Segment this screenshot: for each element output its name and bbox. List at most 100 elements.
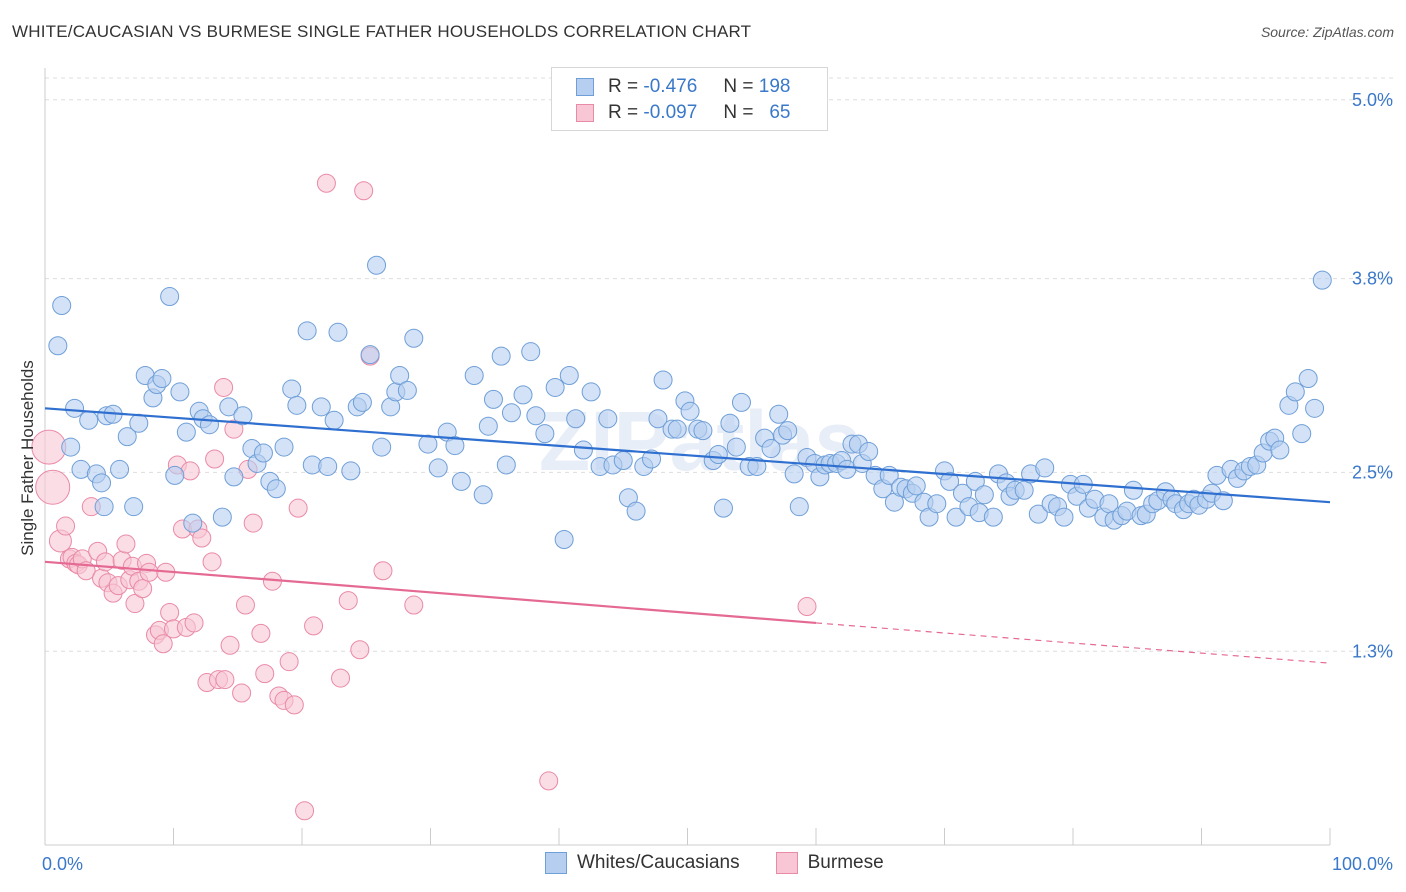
whites-point <box>79 410 99 430</box>
whites-point <box>253 443 273 463</box>
burmese-point <box>404 595 424 615</box>
burmese-point <box>214 377 234 397</box>
whites-legend-label: Whites/Caucasians <box>577 852 740 873</box>
whites-point <box>778 421 798 441</box>
burmese-point <box>373 561 393 581</box>
burmese-point <box>251 623 271 643</box>
whites-point <box>478 416 498 436</box>
whites-point <box>598 409 618 429</box>
whites-point <box>352 392 372 412</box>
whites-point <box>199 415 219 435</box>
whites-point <box>626 501 646 521</box>
whites-point <box>613 450 633 470</box>
whites-point <box>501 403 521 423</box>
whites-point <box>48 336 68 356</box>
burmese-point <box>153 634 173 654</box>
burmese-point <box>304 616 324 636</box>
whites-legend-swatch <box>545 852 567 874</box>
whites-point <box>212 507 232 527</box>
burmese-point <box>35 469 71 505</box>
whites-point <box>341 461 361 481</box>
r-label: R = <box>608 102 639 123</box>
burmese-n-value: 65 <box>769 102 791 123</box>
legend-item-whites: Whites/Caucasians <box>545 852 740 874</box>
whites-point <box>573 440 593 460</box>
whites-point <box>747 456 767 476</box>
whites-point <box>1292 424 1312 444</box>
tick-labels: 1.3% 2.5% 3.8% 5.0% 0.0% 100.0% <box>42 90 1393 874</box>
chart-title: WHITE/CAUCASIAN VS BURMESE SINGLE FATHER… <box>12 22 752 41</box>
whites-point <box>535 424 555 444</box>
burmese-legend-swatch <box>775 852 798 874</box>
whites-point <box>974 485 994 505</box>
burmese-point <box>331 668 351 688</box>
whites-point <box>297 321 317 341</box>
whites-point <box>152 369 172 389</box>
burmese-point <box>125 594 145 614</box>
burmese-point <box>255 664 275 684</box>
whites-point <box>761 439 781 459</box>
whites-point <box>526 406 546 426</box>
whites-point <box>496 455 516 475</box>
whites-point <box>859 442 879 462</box>
whites-point <box>233 406 253 426</box>
n-label: N = <box>723 76 754 97</box>
whites-point <box>1285 382 1305 402</box>
whites-point <box>720 413 740 433</box>
whites-point <box>94 497 114 517</box>
whites-swatch <box>576 78 594 96</box>
burmese-point <box>202 552 222 572</box>
burmese-point <box>279 652 299 672</box>
whites-point <box>648 409 668 429</box>
watermark: ZIPatlas <box>539 394 861 488</box>
y-tick-label: 2.5% <box>1352 462 1393 482</box>
burmese-point <box>797 597 817 617</box>
whites-point <box>566 409 586 429</box>
whites-point <box>318 456 338 476</box>
burmese-point <box>316 173 336 193</box>
x-tick-label-min: 0.0% <box>42 854 83 874</box>
whites-point <box>1123 480 1143 500</box>
whites-point <box>554 529 574 549</box>
whites-point <box>642 449 662 469</box>
whites-point <box>360 345 380 365</box>
whites-point <box>52 295 72 315</box>
y-tick-label: 1.3% <box>1352 641 1393 661</box>
whites-point <box>160 287 180 307</box>
whites-point <box>559 366 579 386</box>
whites-point <box>784 464 804 484</box>
burmese-point <box>539 771 559 791</box>
burmese-trend-extension <box>815 622 1331 664</box>
whites-r-value: -0.476 <box>643 76 698 97</box>
whites-point <box>65 398 85 418</box>
legend-row-burmese: R = -0.097 N = 65 <box>576 102 790 124</box>
whites-point <box>92 473 112 493</box>
whites-point <box>491 346 511 366</box>
burmese-points <box>31 173 817 821</box>
burmese-point <box>192 528 212 548</box>
legend-row-whites: R = -0.476 N = 198 <box>576 76 790 98</box>
whites-point <box>1312 270 1332 290</box>
whites-point <box>266 479 286 499</box>
burmese-point <box>205 449 225 469</box>
whites-point <box>372 437 392 457</box>
burmese-legend-label: Burmese <box>807 852 884 873</box>
whites-point <box>451 471 471 491</box>
whites-point <box>521 342 541 362</box>
burmese-point <box>235 595 255 615</box>
whites-point <box>282 379 302 399</box>
burmese-point <box>184 613 204 633</box>
whites-point <box>129 413 149 433</box>
whites-point <box>324 410 344 430</box>
whites-trend-line <box>44 407 1331 504</box>
whites-point <box>1298 369 1318 389</box>
burmese-point <box>338 591 358 611</box>
whites-point <box>906 476 926 496</box>
whites-point <box>165 465 185 485</box>
whites-point <box>124 497 144 517</box>
n-label: N = <box>723 102 754 123</box>
whites-point <box>708 445 728 465</box>
burmese-point <box>224 419 244 439</box>
whites-point <box>464 366 484 386</box>
